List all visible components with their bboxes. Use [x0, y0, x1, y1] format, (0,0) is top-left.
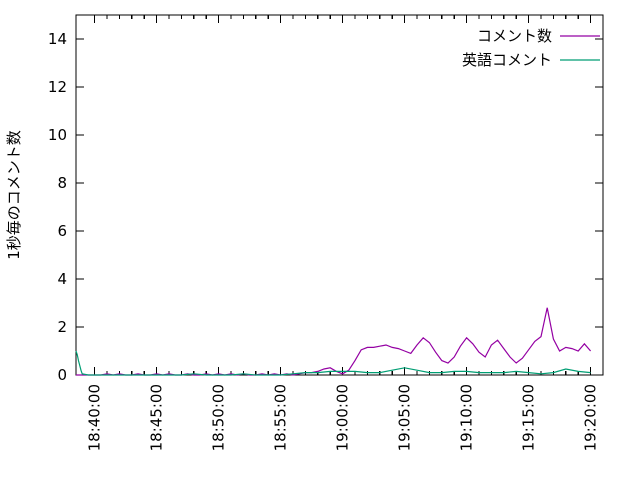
y-tick-label: 8	[57, 174, 67, 192]
y-tick-label: 0	[57, 366, 67, 384]
x-tick-label: 19:10:00	[458, 384, 476, 451]
y-axis-label: 1秒毎のコメント数	[5, 130, 23, 260]
y-tick-label: 6	[57, 222, 67, 240]
y-tick-label: 10	[48, 126, 67, 144]
x-tick-label: 19:15:00	[520, 384, 538, 451]
x-tick-label: 19:05:00	[396, 384, 414, 451]
x-tick-label: 19:00:00	[334, 384, 352, 451]
x-tick-label: 18:40:00	[86, 384, 104, 451]
y-axis: 0 2 4 6 8 10 12 14	[48, 30, 603, 384]
series-layer	[75, 307, 592, 376]
plot-frame	[75, 14, 604, 376]
x-tick-label: 18:45:00	[148, 384, 166, 451]
x-tick-label: 18:55:00	[272, 384, 290, 451]
y-tick-label: 14	[48, 30, 67, 48]
x-tick-label: 18:50:00	[210, 384, 228, 451]
series-comment-count	[76, 307, 592, 376]
series-english-comment	[75, 350, 591, 376]
legend-label-comment-count: コメント数	[477, 27, 552, 45]
legend-label-english-comment: 英語コメント	[462, 51, 552, 69]
y-tick-label: 12	[48, 78, 67, 96]
x-axis: 18:40:00 18:45:00 18:50:00 18:55:00 19:00:00…	[86, 15, 600, 451]
x-tick-label: 19:20:00	[582, 384, 600, 451]
y-tick-label: 4	[57, 270, 67, 288]
y-tick-label: 2	[57, 318, 67, 336]
